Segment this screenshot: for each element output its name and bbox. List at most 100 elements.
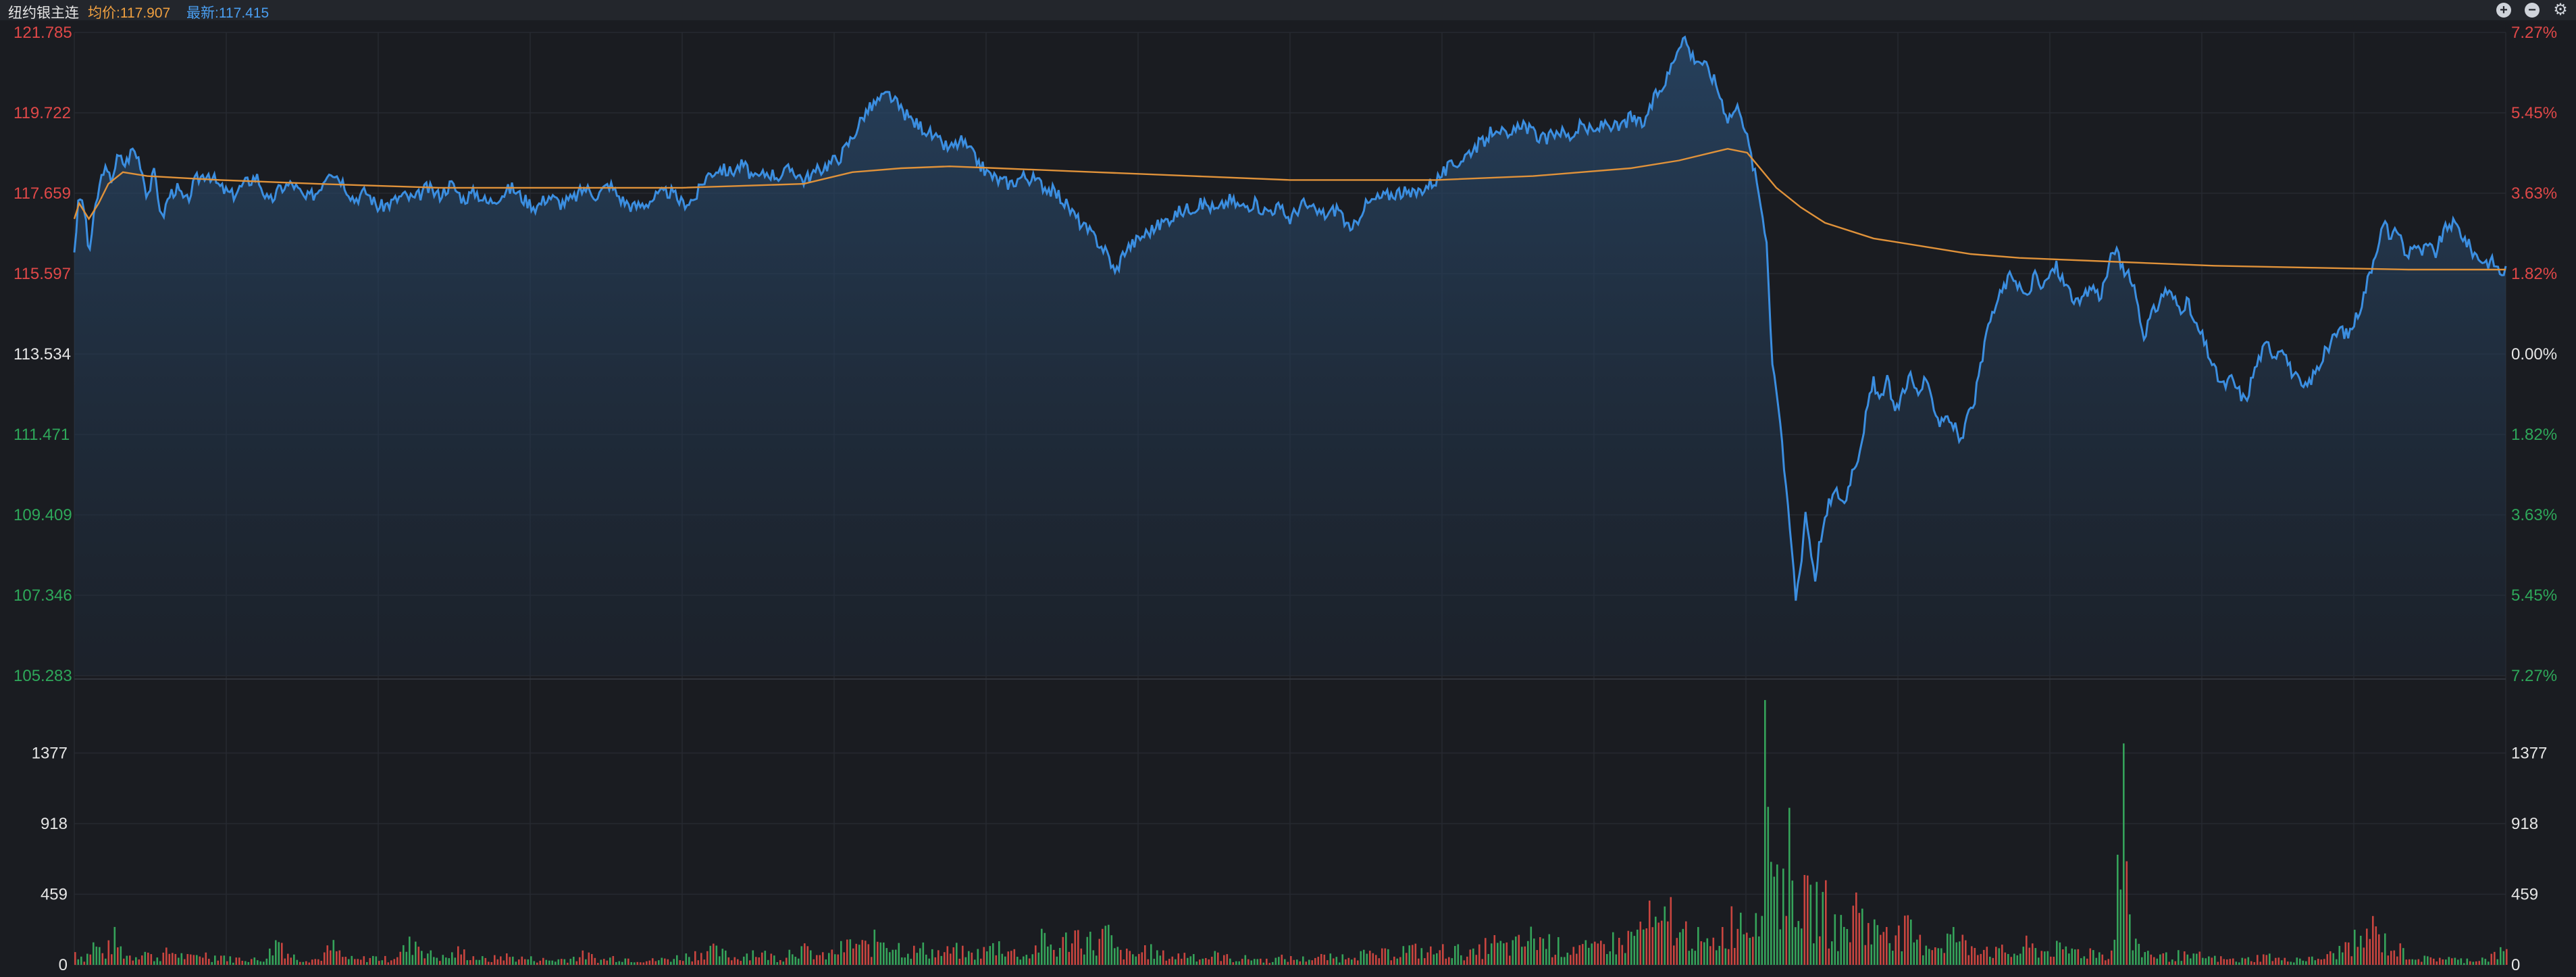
volume-bar	[1764, 700, 1766, 965]
volume-bar	[1025, 955, 1028, 965]
volume-bar	[451, 952, 453, 965]
volume-bar	[1539, 936, 1541, 965]
zoom-out-icon[interactable]: −	[2525, 3, 2540, 18]
volume-bar	[536, 962, 538, 965]
zoom-in-icon[interactable]: +	[2496, 3, 2511, 18]
volume-bar	[2263, 954, 2265, 965]
volume-bar	[1001, 953, 1004, 965]
volume-bar	[1861, 908, 1863, 965]
volume-bar	[259, 961, 262, 965]
volume-bar	[1564, 957, 1566, 965]
volume-bar	[2205, 958, 2207, 965]
volume-bar	[2299, 958, 2301, 965]
volume-bar	[1606, 954, 1608, 965]
volume-bar	[1931, 950, 1934, 965]
volume-bar	[180, 953, 183, 965]
volume-bar	[281, 943, 283, 965]
volume-bar	[484, 957, 487, 965]
volume-bar	[2019, 953, 2021, 965]
volume-bar	[162, 952, 165, 965]
volume-bar	[433, 957, 435, 965]
percent-tick-label: 5.45%	[2511, 586, 2557, 605]
price-tick-label: 121.785	[14, 24, 72, 42]
volume-bar	[1643, 929, 1645, 965]
volume-bar	[348, 959, 350, 965]
volume-bar	[694, 951, 696, 965]
volume-bar	[2421, 961, 2423, 965]
volume-bar	[135, 957, 137, 965]
volume-bar	[99, 947, 101, 965]
volume-bar	[1527, 941, 1529, 965]
volume-bar	[1189, 956, 1192, 965]
volume-bar	[1649, 900, 1651, 965]
volume-bar	[2229, 959, 2232, 965]
volume-bar	[269, 948, 271, 965]
latest-price-label: 最新:117.415	[186, 5, 269, 21]
price-area-fill	[74, 36, 2506, 676]
volume-bar	[2208, 956, 2210, 965]
volume-bar	[989, 946, 991, 965]
volume-bar	[1916, 939, 1918, 965]
volume-bar	[1408, 945, 1411, 965]
volume-bar	[120, 946, 122, 965]
volume-bar	[509, 957, 511, 965]
volume-bar	[1317, 957, 1320, 965]
volume-bar	[1466, 956, 1468, 965]
volume-bar	[229, 956, 232, 965]
percent-tick-label: 5.45%	[2511, 104, 2557, 122]
volume-bar	[1515, 936, 1517, 965]
volume-bar	[785, 957, 788, 965]
volume-bar	[1354, 957, 1356, 965]
volume-bar	[561, 959, 563, 965]
volume-bar	[892, 949, 894, 965]
volume-bar	[445, 957, 447, 965]
gear-icon[interactable]: ⚙	[2553, 1, 2568, 19]
volume-bar	[545, 959, 548, 965]
volume-bar	[1867, 923, 1870, 965]
volume-bar	[1639, 921, 1642, 965]
volume-bar	[980, 958, 982, 965]
volume-bar	[2001, 945, 2003, 965]
volume-bar	[342, 957, 344, 965]
volume-bar	[1062, 936, 1064, 965]
volume-bar	[2427, 956, 2429, 965]
volume-bar	[1876, 925, 1879, 965]
volume-bar	[1096, 955, 1098, 965]
volume-bar	[1150, 944, 1152, 965]
volume-bar	[916, 953, 919, 965]
volume-bar	[1102, 928, 1104, 965]
volume-bar	[2293, 962, 2295, 965]
volume-bar	[263, 961, 265, 965]
volume-bar	[852, 948, 854, 965]
volume-bar	[436, 957, 438, 965]
volume-bar	[555, 961, 557, 965]
volume-bar	[89, 954, 92, 965]
volume-bar	[1457, 944, 1460, 965]
volume-bar	[396, 957, 398, 965]
volume-bar	[2032, 943, 2034, 965]
price-line	[73, 35, 2507, 601]
volume-bar	[375, 956, 378, 965]
volume-bar	[2277, 957, 2280, 965]
volume-tick-label: 0	[59, 956, 68, 974]
volume-left-axis: 1377 918 459 0	[32, 745, 68, 975]
volume-bar	[1372, 953, 1374, 965]
volume-bar	[2259, 961, 2262, 965]
volume-bar	[2044, 951, 2046, 965]
volume-bar	[2396, 956, 2398, 965]
volume-bar	[889, 952, 891, 965]
volume-bar	[1436, 953, 1438, 965]
volume-bar	[773, 955, 775, 965]
volume-bar	[332, 940, 335, 965]
volume-bar	[2238, 962, 2240, 965]
volume-bar	[2168, 961, 2171, 965]
volume-bar	[761, 952, 763, 965]
volume-bar	[378, 961, 380, 965]
volume-bar	[1363, 949, 1365, 965]
volume-bar	[1840, 915, 1843, 965]
volume-bar	[83, 961, 86, 965]
volume-bar	[1831, 941, 1833, 965]
volume-bar	[1254, 959, 1256, 965]
volume-bar	[311, 959, 313, 965]
volume-bar	[1761, 916, 1763, 965]
